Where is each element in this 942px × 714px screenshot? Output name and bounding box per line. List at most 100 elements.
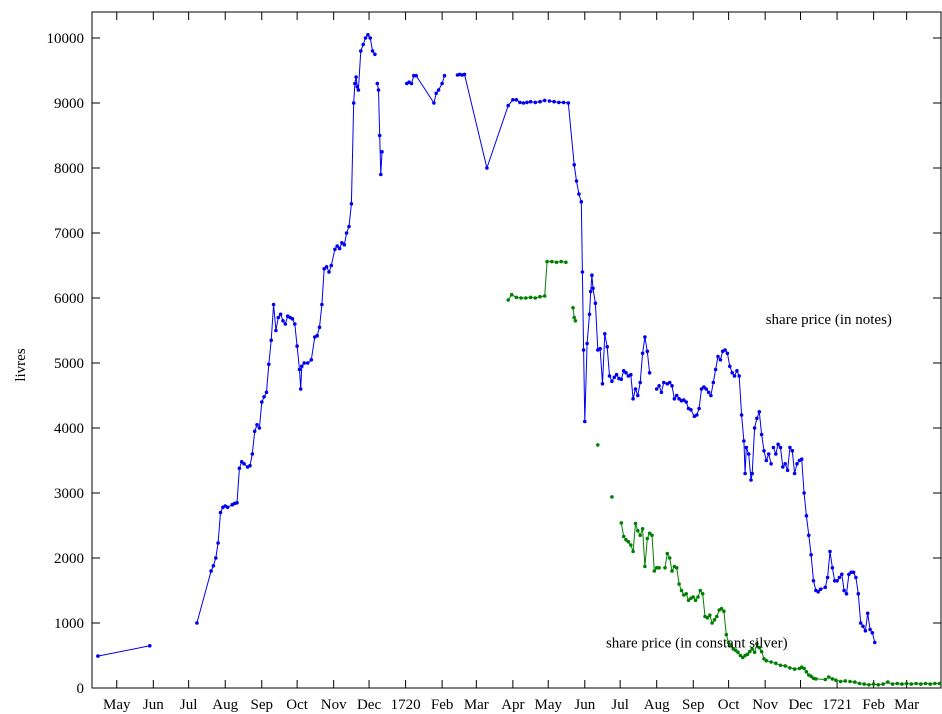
data-point (577, 192, 581, 196)
data-point (591, 286, 595, 291)
data-point (689, 408, 693, 412)
data-point (837, 575, 842, 580)
data-point (571, 306, 575, 310)
data-point (700, 592, 705, 596)
y-tick-label: 9000 (54, 96, 84, 112)
x-tick-label: Jun (143, 697, 164, 713)
x-tick-label: Feb (862, 697, 885, 713)
x-tick-label: May (103, 697, 131, 713)
data-point (804, 670, 809, 674)
data-point (442, 73, 447, 78)
data-point (807, 533, 811, 538)
data-point (436, 88, 441, 92)
y-tick-label: 1000 (54, 616, 84, 632)
data-point (814, 677, 818, 681)
data-point (225, 505, 230, 510)
data-point (835, 579, 839, 583)
plot-axes (91, 11, 942, 689)
x-tick-label: Aug (644, 697, 670, 713)
data-point (704, 387, 708, 391)
data-point (686, 598, 691, 603)
data-point (566, 101, 571, 105)
data-point (590, 273, 594, 278)
data-point (766, 452, 771, 456)
data-point (585, 341, 589, 346)
x-tick-label: Dec (788, 697, 812, 713)
data-point (732, 374, 737, 378)
data-point (579, 200, 584, 204)
data-point (696, 595, 700, 599)
data-point (518, 100, 522, 105)
data-point (533, 100, 538, 105)
data-point (657, 384, 661, 388)
data-point (239, 460, 244, 464)
data-point (629, 543, 633, 547)
data-point (274, 328, 278, 333)
data-point (638, 380, 642, 385)
data-point (621, 534, 626, 539)
data-point (636, 528, 640, 533)
data-point (739, 413, 744, 417)
data-point (509, 292, 514, 297)
data-point (746, 452, 751, 456)
data-point (370, 49, 375, 53)
data-point (870, 631, 875, 635)
data-point (769, 462, 773, 466)
data-point (355, 85, 360, 89)
data-point (269, 338, 274, 343)
data-point (771, 445, 776, 450)
data-point (840, 572, 844, 577)
data-point (790, 449, 795, 453)
data-point (554, 260, 559, 265)
data-point (823, 677, 828, 682)
data-point (838, 679, 843, 684)
y-tick-label: 3000 (54, 486, 84, 502)
data-point (876, 683, 881, 687)
data-point (324, 265, 329, 269)
data-point (755, 416, 759, 421)
data-point (260, 400, 264, 404)
data-point (818, 587, 823, 591)
data-point (356, 88, 361, 92)
data-point (783, 664, 787, 668)
data-point (195, 621, 199, 625)
data-point (827, 675, 831, 679)
data-point (778, 445, 783, 450)
data-point (881, 682, 885, 686)
data-point (858, 621, 863, 625)
data-point (351, 101, 356, 105)
data-point (823, 585, 828, 590)
data-point (572, 315, 576, 320)
data-point (645, 536, 650, 541)
data-point (626, 540, 631, 544)
data-point (337, 246, 342, 251)
data-point (750, 471, 754, 476)
data-point (730, 371, 734, 375)
data-point (248, 463, 252, 468)
data-point (698, 588, 703, 593)
data-point (377, 133, 382, 138)
data-point (612, 375, 617, 380)
data-point (708, 613, 712, 617)
data-point (919, 682, 923, 686)
x-tick-label: Jun (574, 697, 595, 713)
data-point (235, 501, 239, 505)
data-point (434, 91, 439, 96)
data-point (854, 575, 858, 580)
data-point (624, 371, 628, 375)
data-point (519, 296, 523, 300)
data-point (923, 681, 928, 686)
data-point (619, 377, 624, 382)
data-point (662, 380, 666, 385)
data-point (816, 590, 820, 594)
data-point (610, 379, 614, 384)
data-point (290, 317, 295, 321)
data-point (723, 348, 727, 352)
data-point (650, 533, 654, 538)
data-point (340, 241, 344, 245)
y-tick-label: 0 (77, 681, 85, 697)
data-point (237, 466, 242, 471)
data-point (354, 75, 358, 79)
data-point (811, 579, 816, 583)
data-point (657, 566, 661, 570)
